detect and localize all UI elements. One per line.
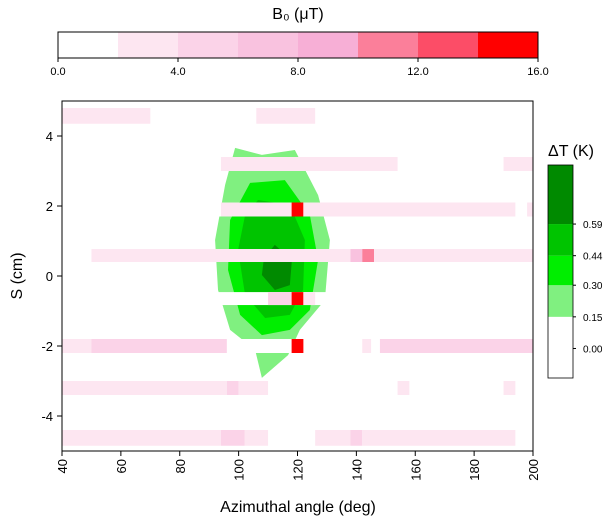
heat-cell (397, 381, 410, 395)
colorbar-swatch (238, 32, 298, 58)
y-tick-label: 4 (46, 129, 53, 144)
colorbar-tick-label: 16.0 (527, 66, 548, 78)
y-tick-label: -4 (41, 409, 53, 424)
y-axis-label: S (cm) (9, 252, 26, 299)
x-tick-label: 60 (114, 459, 129, 473)
heat-cell (220, 202, 292, 217)
contour-colorbar-swatch (548, 224, 573, 256)
x-tick-label: 180 (467, 459, 482, 481)
heat-cell (268, 292, 292, 306)
contour-colorbar-title: ΔT (K) (548, 143, 594, 160)
heat-cell (62, 339, 92, 353)
x-axis-label: Azimuthal angle (deg) (220, 499, 376, 516)
heat-cell (374, 249, 533, 262)
colorbar-swatch (418, 32, 478, 58)
heat-cell (62, 108, 151, 124)
heat-cell (527, 202, 533, 217)
heat-cell (291, 202, 304, 217)
x-tick-label: 120 (291, 459, 306, 481)
colorbar-swatch (58, 32, 118, 58)
contour-colorbar-tick-label: 0.44 (583, 252, 603, 263)
heat-cell (362, 249, 375, 262)
x-tick-label: 200 (526, 459, 541, 481)
heat-cell (350, 430, 363, 446)
contour-colorbar-frame (547, 164, 574, 379)
heat-cell (303, 202, 516, 217)
contour-colorbar-tick-label: 0.15 (583, 313, 603, 324)
heat-cell (350, 249, 363, 262)
contour-colorbar-swatch (548, 316, 573, 378)
colorbar-tick-label: 8.0 (290, 66, 305, 78)
x-tick-label: 100 (232, 459, 247, 481)
heat-cell (220, 157, 398, 171)
heat-cell (62, 430, 221, 446)
heat-cell (503, 157, 533, 171)
heat-cell (256, 108, 316, 124)
heat-cell (362, 339, 372, 353)
colorbar-tick-label: 4.0 (170, 66, 185, 78)
heat-cell (91, 249, 351, 262)
heat-cell (303, 292, 316, 306)
heat-cell (362, 430, 516, 446)
heat-cell (62, 381, 227, 395)
y-tick-label: -2 (41, 339, 53, 354)
heat-cell (91, 339, 227, 353)
heat-cell (315, 430, 351, 446)
colorbar-title: B₀ (μT) (272, 6, 323, 23)
colorbar-swatch (358, 32, 418, 58)
contour-colorbar-swatch (548, 255, 573, 286)
heat-cell (226, 381, 239, 395)
x-tick-label: 140 (349, 459, 364, 481)
y-tick-label: 2 (46, 199, 53, 214)
heat-cell (379, 339, 533, 353)
colorbar-swatch (178, 32, 238, 58)
x-tick-label: 80 (173, 459, 188, 473)
x-tick-label: 40 (55, 459, 70, 473)
heat-cell (244, 430, 269, 446)
contour-colorbar-tick-label: 0.30 (583, 281, 603, 292)
heat-cell (220, 430, 245, 446)
heat-cell (291, 292, 304, 306)
contour-colorbar-swatch (548, 165, 573, 225)
x-tick-label: 160 (408, 459, 423, 481)
y-tick-label: 0 (46, 269, 53, 284)
colorbar-swatch (298, 32, 358, 58)
colorbar-swatch (478, 32, 538, 58)
colorbar-tick-label: 0.0 (50, 66, 65, 78)
contour-colorbar-swatch (548, 285, 573, 317)
colorbar-tick-label: 12.0 (407, 66, 428, 78)
contour-colorbar-tick-label: 0.00 (583, 344, 603, 355)
contour-colorbar-tick-label: 0.59 (583, 220, 603, 231)
heat-cell (291, 339, 304, 353)
colorbar-swatch (118, 32, 178, 58)
heat-cell (238, 381, 269, 395)
heat-cell (503, 381, 516, 395)
